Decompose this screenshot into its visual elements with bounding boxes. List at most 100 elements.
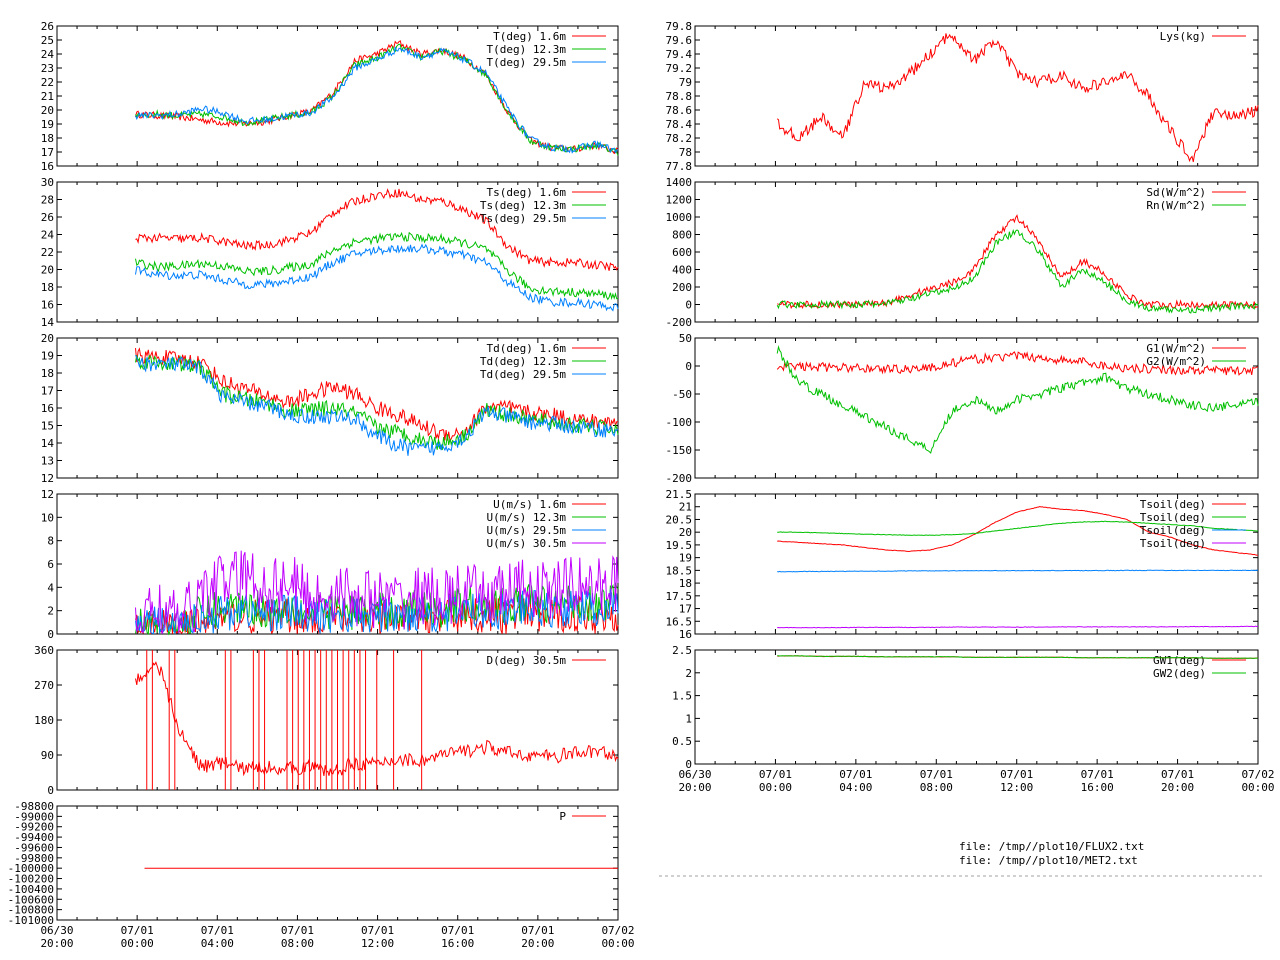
y-tick-label: -50: [672, 388, 692, 401]
series-line-1: [135, 188, 619, 271]
y-tick-label: 79.4: [666, 48, 693, 61]
y-tick-label: 17: [41, 146, 54, 159]
legend-label: Tsoil(deg): [1140, 524, 1206, 537]
y-tick-label: 20: [679, 526, 692, 539]
y-tick-label: 0.5: [672, 735, 692, 748]
y-tick-label: 12: [41, 488, 54, 501]
x-tick-label-time: 04:00: [201, 937, 234, 950]
y-tick-label: -150: [666, 444, 693, 457]
file-path-flux: file: /tmp//plot10/FLUX2.txt: [959, 840, 1145, 853]
legend-label: G2(W/m^2): [1146, 355, 1206, 368]
y-tick-label: -200: [666, 472, 693, 485]
series-line-4: [135, 550, 619, 634]
y-tick-label: 78.6: [666, 104, 693, 117]
y-tick-label: 13: [41, 455, 54, 468]
y-tick-label: 200: [672, 281, 692, 294]
y-tick-label: 19: [41, 350, 54, 363]
legend-label: Td(deg) 12.3m: [480, 355, 566, 368]
y-tick-label: 0: [685, 299, 692, 312]
legend-label: U(m/s) 29.5m: [487, 524, 567, 537]
x-tick-label-time: 08:00: [920, 781, 953, 794]
y-tick-label: 1200: [666, 194, 693, 207]
x-tick-label-date: 07/01: [201, 924, 234, 937]
y-tick-label: -99800: [14, 852, 54, 865]
panel-gw: 00.511.522.506/3020:0007/0100:0007/0104:…: [672, 644, 1274, 794]
y-tick-label: 78.8: [666, 90, 693, 103]
x-tick-label-date: 07/01: [759, 768, 792, 781]
legend-label: Td(deg) 1.6m: [487, 342, 567, 355]
y-tick-label: -100: [666, 416, 693, 429]
y-tick-label: 800: [672, 229, 692, 242]
y-tick-label: 26: [41, 20, 54, 33]
y-tick-label: 360: [34, 644, 54, 657]
y-tick-label: 17: [679, 603, 692, 616]
y-tick-label: 78.2: [666, 132, 693, 145]
y-tick-label: -200: [666, 316, 693, 329]
y-tick-label: 20: [41, 332, 54, 345]
y-tick-label: 0: [47, 628, 54, 641]
x-tick-label-time: 00:00: [759, 781, 792, 794]
legend-label: Tsoil(deg): [1140, 537, 1206, 550]
x-tick-label-date: 07/01: [361, 924, 394, 937]
x-tick-label-date: 07/01: [920, 768, 953, 781]
y-tick-label: 79.2: [666, 62, 693, 75]
legend-label: Ts(deg) 1.6m: [487, 186, 567, 199]
legend-label: GW2(deg): [1153, 667, 1206, 680]
series-line-2: [776, 228, 1259, 314]
y-tick-label: 21: [41, 90, 54, 103]
x-tick-label-time: 04:00: [839, 781, 872, 794]
y-tick-label: -100200: [8, 873, 54, 886]
y-tick-label: 22: [41, 246, 54, 259]
series-line-1: [777, 505, 1259, 556]
series-line-2: [135, 582, 619, 636]
y-tick-label: -99200: [14, 821, 54, 834]
legend-label: Tsoil(deg): [1140, 498, 1206, 511]
y-tick-label: 4: [47, 581, 54, 594]
series-line-2: [776, 345, 1259, 454]
y-tick-label: -100800: [8, 904, 54, 917]
y-tick-label: -98800: [14, 800, 54, 813]
y-tick-label: 600: [672, 246, 692, 259]
x-tick-label-time: 20:00: [678, 781, 711, 794]
legend-label: G1(W/m^2): [1146, 342, 1206, 355]
x-tick-label-time: 08:00: [281, 937, 314, 950]
x-tick-label-time: 00:00: [121, 937, 154, 950]
series-line-1: [135, 347, 618, 443]
series-line-4: [777, 625, 1259, 629]
plot-frame: [56, 805, 619, 921]
x-tick-label-time: 00:00: [1241, 781, 1274, 794]
series-line-1: [135, 40, 619, 155]
panel-sd: -200 0 200 400 600 800 1000 1200 1400 Sd(W/m^2)Rn…: [666, 176, 1259, 329]
y-tick-label: 21.5: [666, 488, 693, 501]
plot-frame: [694, 25, 1259, 167]
y-tick-label: 23: [41, 62, 54, 75]
y-tick-label: -100400: [8, 883, 54, 896]
y-tick-label: 18.5: [666, 564, 693, 577]
series-line-2: [777, 520, 1258, 536]
y-tick-label: -99400: [14, 831, 54, 844]
series-line-2: [135, 231, 619, 301]
y-tick-label: 10: [41, 511, 54, 524]
legend-label: D(deg) 30.5m: [487, 654, 567, 667]
y-tick-label: 16.5: [666, 615, 693, 628]
y-tick-label: -101000: [8, 914, 54, 927]
y-tick-label: 1400: [666, 176, 693, 189]
series-line-1: [776, 351, 1259, 376]
y-tick-label: 270: [34, 679, 54, 692]
panel-g: -200 -150 -100 -50 0 50 G1(W/m^2)G2(W/m^2): [666, 332, 1259, 485]
y-tick-label: 1.5: [672, 690, 692, 703]
series-line-3: [135, 243, 619, 312]
y-tick-label: 20.5: [666, 513, 693, 526]
y-tick-label: 12: [41, 472, 54, 485]
x-tick-label-date: 07/01: [1161, 768, 1194, 781]
legend-label: U(m/s) 30.5m: [487, 537, 567, 550]
y-tick-label: 2.5: [672, 644, 692, 657]
series-line-2: [777, 655, 1259, 659]
y-tick-label: 400: [672, 264, 692, 277]
x-tick-label-date: 07/02: [601, 924, 634, 937]
panel-u: 0 2 4 6 8 10 12 U(m/s) 1.6mU(m/s) 12.3mU(m/s) 2…: [41, 488, 619, 641]
panel-lys: 77.87878.278.478.678.87979.279.479.679.8…: [666, 20, 1259, 173]
